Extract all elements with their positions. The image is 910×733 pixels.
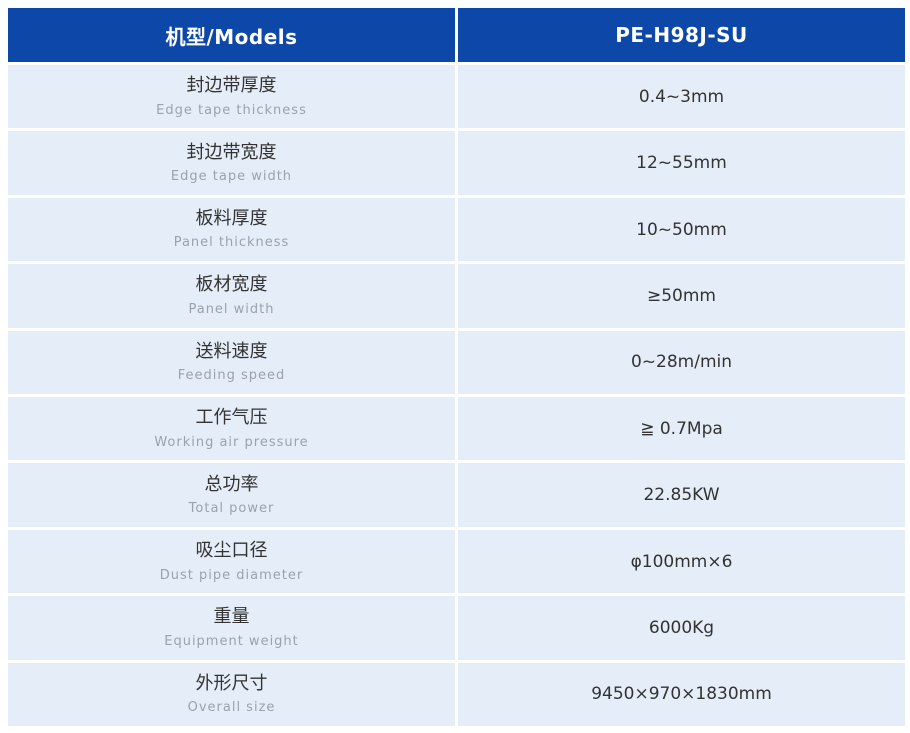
- table-row: 工作气压 Working air pressure ≧ 0.7Mpa: [8, 397, 905, 461]
- spec-value-cell: 9450×970×1830mm: [458, 662, 905, 727]
- spec-value-cell: 0.4~3mm: [458, 65, 905, 129]
- spec-value: 9450×970×1830mm: [591, 684, 772, 705]
- spec-label-en: Panel width: [188, 301, 275, 317]
- spec-value: 12~55mm: [636, 153, 727, 174]
- spec-value-cell: 10~50mm: [458, 197, 905, 262]
- spec-label-cn: 封边带厚度: [186, 75, 277, 97]
- header-models-label: 机型/Models: [165, 24, 298, 49]
- spec-label-cn: 总功率: [204, 473, 259, 495]
- table-row: 封边带宽度 Edge tape width 12~55mm: [8, 131, 905, 195]
- spec-value: 6000Kg: [648, 617, 715, 638]
- spec-label-en: Working air pressure: [154, 434, 309, 450]
- spec-value: φ100mm×6: [630, 551, 733, 572]
- spec-value-cell: φ100mm×6: [458, 529, 905, 594]
- spec-value: 22.85KW: [643, 485, 720, 506]
- spec-value-cell: 12~55mm: [458, 131, 905, 195]
- spec-value-cell: ≥50mm: [458, 264, 905, 328]
- spec-label-en: Overall size: [187, 700, 276, 716]
- spec-label-cell: 重量 Equipment weight: [8, 596, 455, 660]
- table-row: 送料速度 Feeding speed 0~28m/min: [8, 330, 905, 395]
- table-row: 重量 Equipment weight 6000Kg: [8, 596, 905, 660]
- spec-label-cell: 板料厚度 Panel thickness: [8, 197, 455, 262]
- spec-label-cn: 外形尺寸: [195, 672, 268, 694]
- spec-label-cell: 送料速度 Feeding speed: [8, 330, 455, 395]
- spec-label-cn: 板材宽度: [195, 274, 268, 296]
- table-row: 总功率 Total power 22.85KW: [8, 463, 905, 527]
- spec-value: ≧ 0.7Mpa: [640, 418, 723, 439]
- spec-label-cn: 封边带宽度: [186, 141, 277, 163]
- spec-value: 10~50mm: [636, 219, 727, 240]
- spec-label-cn: 板料厚度: [195, 207, 268, 229]
- spec-label-cn: 吸尘口径: [195, 540, 268, 561]
- spec-value-cell: 6000Kg: [458, 596, 905, 660]
- table-row: 吸尘口径 Dust pipe diameter φ100mm×6: [8, 529, 905, 594]
- spec-label-cell: 工作气压 Working air pressure: [8, 397, 455, 461]
- spec-value: ≥50mm: [647, 285, 716, 306]
- spec-label-cell: 封边带宽度 Edge tape width: [8, 131, 455, 195]
- spec-label-cn: 工作气压: [195, 407, 268, 429]
- spec-label-cn: 重量: [213, 606, 250, 628]
- spec-label-en: Edge tape width: [170, 169, 293, 185]
- spec-label-cell: 外形尺寸 Overall size: [8, 662, 455, 727]
- table-row: 板材宽度 Panel width ≥50mm: [8, 264, 905, 328]
- spec-label-cell: 封边带厚度 Edge tape thickness: [8, 65, 455, 129]
- spec-label-en: Equipment weight: [164, 633, 299, 649]
- spec-table: 机型/Models PE-H98J-SU 封边带厚度 Edge tape thi…: [8, 8, 905, 727]
- spec-value-cell: 22.85KW: [458, 463, 905, 527]
- spec-value-cell: ≧ 0.7Mpa: [458, 397, 905, 461]
- table-header-row: 机型/Models PE-H98J-SU: [8, 8, 905, 62]
- spec-label-en: Total power: [188, 501, 275, 517]
- spec-label-en: Panel thickness: [173, 235, 290, 251]
- table-row: 外形尺寸 Overall size 9450×970×1830mm: [8, 662, 905, 727]
- spec-label-en: Edge tape thickness: [156, 102, 307, 118]
- spec-label-en: Dust pipe diameter: [159, 567, 304, 583]
- spec-value-cell: 0~28m/min: [458, 330, 905, 395]
- spec-label-en: Feeding speed: [177, 368, 286, 384]
- spec-value: 0.4~3mm: [638, 86, 725, 107]
- spec-value: 0~28m/min: [630, 352, 733, 373]
- header-models-cell: 机型/Models: [8, 8, 455, 62]
- spec-label-cell: 吸尘口径 Dust pipe diameter: [8, 529, 455, 594]
- table-row: 板料厚度 Panel thickness 10~50mm: [8, 197, 905, 262]
- header-model-name: PE-H98J-SU: [615, 23, 748, 47]
- spec-label-cell: 总功率 Total power: [8, 463, 455, 527]
- header-model-name-cell: PE-H98J-SU: [458, 8, 905, 62]
- table-row: 封边带厚度 Edge tape thickness 0.4~3mm: [8, 65, 905, 129]
- spec-label-cn: 送料速度: [195, 340, 268, 362]
- spec-label-cell: 板材宽度 Panel width: [8, 264, 455, 328]
